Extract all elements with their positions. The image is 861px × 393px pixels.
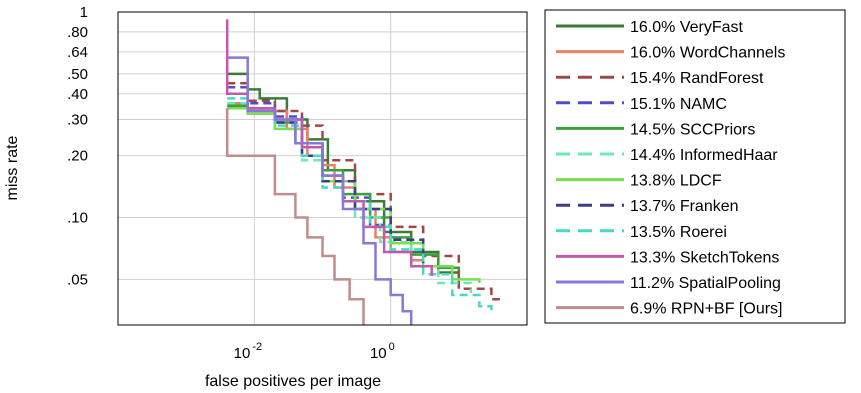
legend-entry: 13.7% Franken xyxy=(630,198,739,215)
y-tick-label: .30 xyxy=(67,111,88,128)
legend-entry: 6.9% RPN+BF [Ours] xyxy=(630,301,783,318)
legend-entry: 14.4% InformedHaar xyxy=(630,147,778,164)
legend: 16.0% VeryFast 16.0% WordChannels 15.4% Ra… xyxy=(556,19,785,318)
legend-entry: 16.0% WordChannels xyxy=(630,45,785,62)
x-tick-labels: 10 -2 10 0 xyxy=(234,341,395,362)
legend-entry: 13.8% LDCF xyxy=(630,173,722,190)
y-tick-label: 1 xyxy=(80,4,88,21)
series-line xyxy=(225,108,365,325)
x-tick-base: 10 xyxy=(370,345,387,362)
series-lines xyxy=(225,19,500,325)
y-tick-label: .20 xyxy=(67,148,88,165)
y-tick-label: .64 xyxy=(67,44,88,61)
x-tick-exponent: -2 xyxy=(252,341,262,353)
x-tick-exponent: 0 xyxy=(389,341,395,353)
legend-box xyxy=(544,9,846,324)
series-line xyxy=(227,82,500,301)
x-tick-label: 10 0 xyxy=(370,341,395,362)
legend-entry: 15.1% NAMC xyxy=(630,96,727,113)
y-tick-label: .50 xyxy=(67,66,88,83)
legend-entry: 13.3% SketchTokens xyxy=(630,249,779,266)
y-tick-labels: 1 .80 .64 .50 .40 .30 .20 .10 .05 xyxy=(67,4,88,288)
x-axis-label: false positives per image xyxy=(205,373,381,390)
legend-entry: 16.0% VeryFast xyxy=(630,19,744,36)
legend-entry: 15.4% RandForest xyxy=(630,70,764,87)
grid-lines xyxy=(118,11,527,325)
legend-entry: 13.5% Roerei xyxy=(630,224,727,241)
y-tick-label: .10 xyxy=(67,210,88,227)
plot-frame xyxy=(117,11,528,326)
y-tick-label: .80 xyxy=(67,24,88,41)
y-tick-label: .40 xyxy=(67,86,88,103)
y-tick-label: .05 xyxy=(67,271,88,288)
y-axis-label: miss rate xyxy=(4,135,21,200)
series-line xyxy=(227,56,413,325)
x-tick-base: 10 xyxy=(234,345,251,362)
x-tick-label: 10 -2 xyxy=(234,341,262,362)
legend-entry: 14.5% SCCPriors xyxy=(630,121,755,138)
legend-entry: 11.2% SpatialPooling xyxy=(630,275,781,292)
